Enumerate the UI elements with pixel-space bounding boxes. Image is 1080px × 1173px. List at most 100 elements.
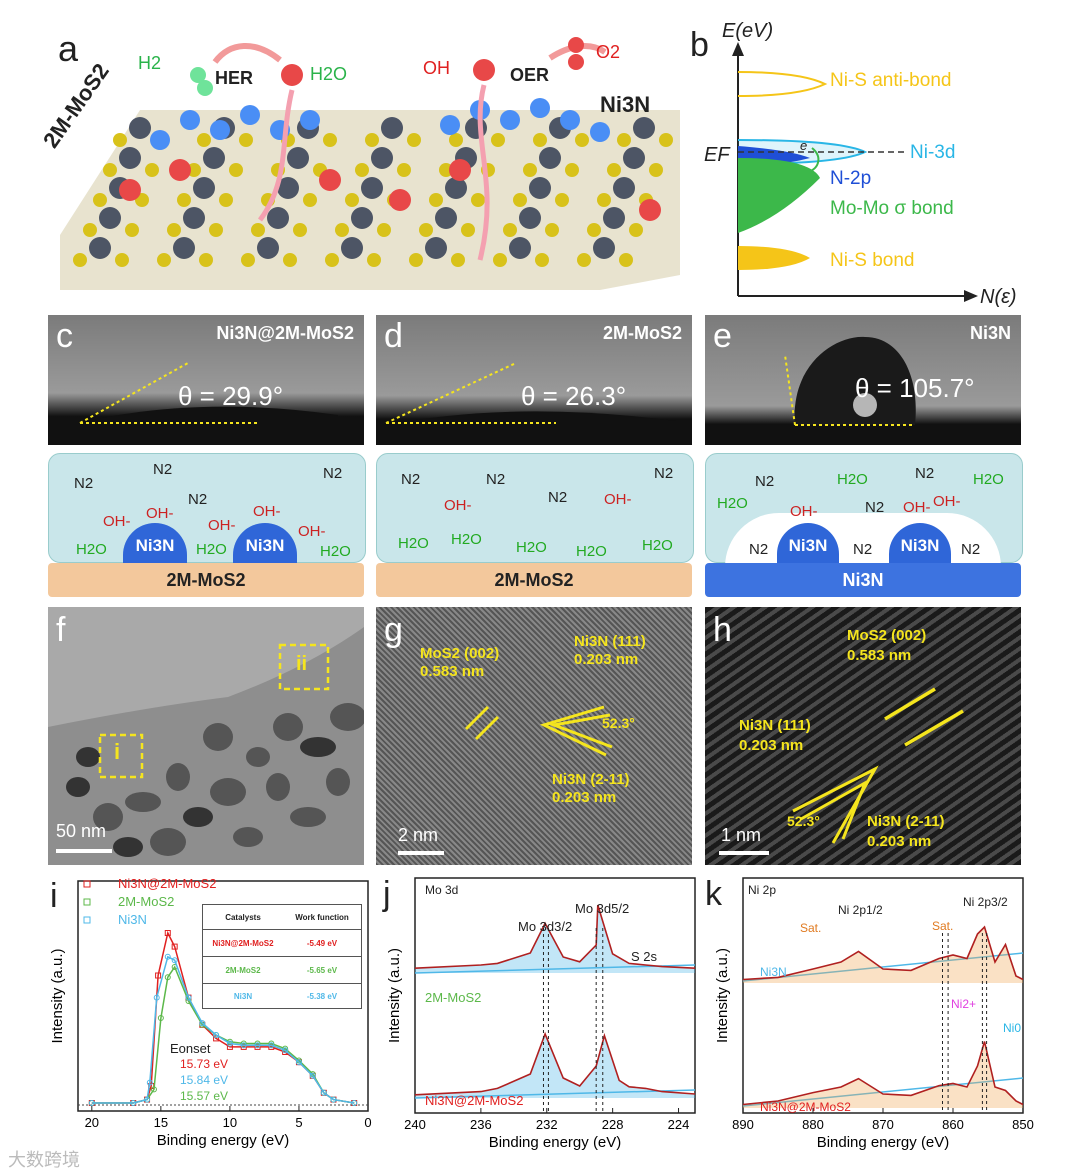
lattice-value: 0.203 nm	[574, 651, 639, 668]
data-point	[213, 1035, 220, 1042]
s-atom	[323, 133, 337, 147]
x-tick-label: 0	[364, 1115, 371, 1130]
lattice-value: 0.203 nm	[739, 737, 804, 754]
work-function-table: Catalysts Work function Ni3N@2M-MoS2 -5.…	[202, 904, 362, 1009]
mo-atom	[381, 117, 403, 139]
mo-atom	[183, 207, 205, 229]
s-atom	[449, 133, 463, 147]
background-line	[414, 964, 696, 974]
h2o-species: H2O	[398, 535, 429, 552]
y-axis-label: Intensity (a.u.)	[386, 948, 403, 1043]
panel-letter: e	[713, 317, 732, 355]
data-point	[199, 1020, 206, 1027]
h2o-label: H2O	[310, 64, 348, 84]
panel-letter: f	[56, 611, 66, 649]
panel-letter: a	[58, 28, 79, 69]
mo-atom	[287, 147, 309, 169]
panel-a: a 2M-MoS2 Ni3N HER OER H2 H2O OH O2	[38, 20, 700, 290]
water-layer	[376, 453, 694, 563]
x-tick-label: 860	[942, 1117, 964, 1132]
ni-atom	[440, 115, 460, 135]
s-atom	[113, 133, 127, 147]
mo-atom	[371, 147, 393, 169]
s-atom	[407, 133, 421, 147]
s-atom	[659, 133, 673, 147]
data-point	[185, 994, 192, 1001]
n2-species: N2	[961, 541, 981, 558]
onset-value: 15.84 eV	[180, 1073, 229, 1087]
n2-species: N2	[755, 473, 775, 490]
ni3n-particle: Ni3N	[889, 523, 951, 563]
data-point	[268, 1042, 275, 1049]
s-atom	[83, 223, 97, 237]
sample-title: Ni3N@2M-MoS2	[216, 323, 354, 343]
nanoparticles	[66, 703, 364, 857]
contact-angle: θ = 105.7°	[855, 373, 975, 403]
s-atom	[187, 163, 201, 177]
n2-species: N2	[915, 465, 935, 482]
s-atom	[197, 133, 211, 147]
o-atom	[169, 159, 191, 181]
s-atom	[649, 163, 663, 177]
lattice-label: MoS2 (002)	[847, 627, 927, 644]
x-tick-label: 15	[154, 1115, 168, 1130]
scale-bar	[719, 851, 769, 855]
data-point	[144, 1096, 151, 1103]
background-line	[742, 1077, 1024, 1107]
o2-label: O2	[596, 42, 621, 62]
s-atom	[199, 253, 213, 267]
peak-label: Sat.	[932, 919, 954, 933]
angle-label: 52.3°	[602, 715, 635, 731]
s-atom	[367, 253, 381, 267]
n2-species: N2	[654, 465, 674, 482]
data-point	[171, 943, 178, 950]
x-tick-label: 850	[1012, 1117, 1034, 1132]
box-i	[98, 733, 144, 779]
band-mo-mo	[738, 158, 820, 233]
schematic-e: Ni3N Ni3N Ni3N N2 N2 N2 N2 N2 N2 OH- OH-…	[705, 453, 1023, 598]
data-point	[282, 1047, 289, 1054]
fermi-label: EF	[704, 144, 730, 166]
oh-species: OH-	[604, 491, 632, 508]
y-axis-label: Intensity (a.u.)	[714, 948, 731, 1043]
s-atom	[73, 253, 87, 267]
substrate-bar: 2M-MoS2	[376, 563, 692, 597]
nanoparticle	[273, 713, 303, 741]
legend-marker	[83, 916, 91, 924]
oh-species: OH-	[103, 513, 131, 530]
ni-atom	[500, 110, 520, 130]
mo-atom	[509, 237, 531, 259]
ni2-label: Ni2+	[951, 997, 977, 1011]
n2-species: N2	[548, 489, 568, 506]
x-tick-label: 20	[85, 1115, 99, 1130]
ups-chart: 20 15 10 5 0 Binding energy (eV) Intensity (a.…	[49, 880, 372, 1149]
her-arrow	[212, 43, 282, 64]
substrate-bar: Ni3N	[705, 563, 1021, 597]
x-axis-label: Binding energy (eV)	[157, 1132, 290, 1149]
s-atom	[523, 163, 537, 177]
o-atom	[389, 189, 411, 211]
s-atom	[461, 223, 475, 237]
mo-atom	[277, 177, 299, 199]
oh-species: OH-	[146, 505, 174, 522]
s-atom	[493, 253, 507, 267]
h2o-species: H2O	[717, 495, 748, 512]
o-atom	[119, 179, 141, 201]
fit-area	[415, 1034, 695, 1098]
mo-atom	[529, 177, 551, 199]
nanoparticle	[266, 773, 290, 801]
x-tick-label: 5	[295, 1115, 302, 1130]
lattice-label: Ni3N (2-11)	[867, 813, 945, 830]
mo3d-chart: 240 236 232 228 224 Binding energy (eV) Intens…	[386, 877, 696, 1151]
s-atom	[229, 163, 243, 177]
oh-species: OH-	[790, 503, 818, 520]
series-line	[414, 1031, 696, 1096]
scale-label: 1 nm	[721, 825, 762, 845]
droplet	[78, 406, 338, 445]
box-ii-label: ii	[296, 653, 308, 675]
ni3n-label: Ni3N	[600, 92, 651, 117]
mo-atom	[633, 117, 655, 139]
nanoparticle	[183, 807, 213, 827]
mo-atom	[425, 237, 447, 259]
peak-label: Sat.	[800, 921, 822, 935]
